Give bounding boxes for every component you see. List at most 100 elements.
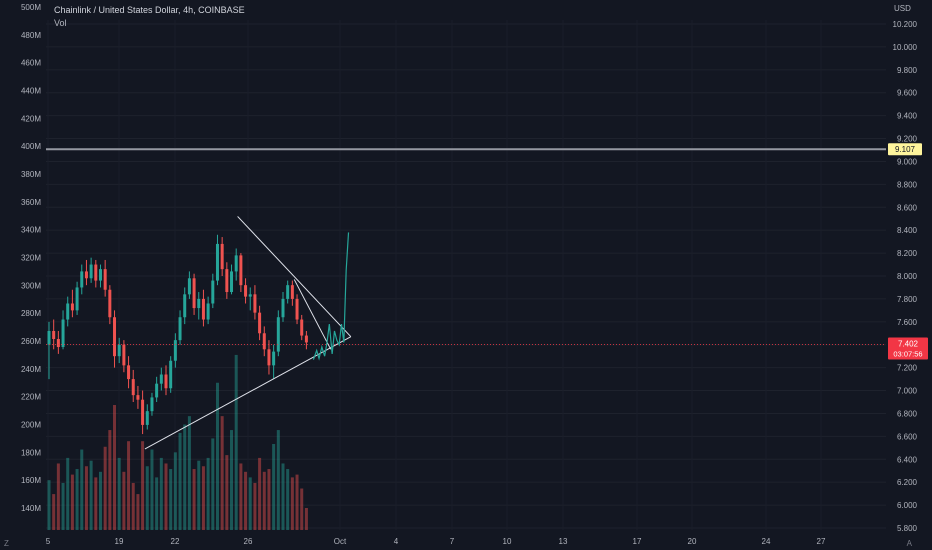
time-axis: 5 19 22 26 Oct 4 7 10 13 17 20 24 27 — [46, 537, 826, 546]
time-tick-label: 17 — [633, 537, 642, 546]
candle — [108, 285, 112, 325]
candle — [155, 376, 159, 402]
candle-body — [178, 317, 182, 341]
volume-bar — [173, 452, 177, 530]
grid — [46, 20, 886, 530]
volume-bar — [267, 469, 271, 530]
price-tick-label: 8.800 — [897, 180, 918, 189]
candle — [117, 337, 121, 364]
volume-bar — [276, 430, 280, 530]
candle-body — [113, 317, 117, 357]
candle — [136, 385, 140, 409]
price-tick-label: 7.200 — [897, 364, 918, 373]
volume-bar — [304, 508, 308, 530]
volume-tick-label: 300M — [21, 281, 41, 290]
auto-scale-toggle[interactable]: A — [906, 539, 912, 548]
volume-bar — [286, 469, 290, 530]
price-tick-label: 9.400 — [897, 112, 918, 121]
volume-bar — [136, 494, 140, 530]
price-tick-label: 6.800 — [897, 409, 918, 418]
candle-body — [230, 271, 234, 293]
candle-body — [61, 319, 65, 348]
volume-bar — [178, 432, 182, 530]
candle — [206, 296, 210, 325]
candle-body — [211, 280, 215, 304]
candle — [127, 356, 131, 389]
candle — [169, 356, 173, 393]
volume-bar — [220, 416, 224, 530]
time-tick-label: Oct — [334, 537, 347, 546]
time-tick-label: 22 — [171, 537, 180, 546]
candle — [211, 273, 215, 309]
candle — [61, 310, 65, 350]
volume-bar — [281, 463, 285, 530]
volume-bar — [300, 488, 304, 530]
volume-tick-label: 440M — [21, 87, 41, 96]
candle — [145, 404, 149, 430]
volume-bar — [117, 457, 121, 530]
candle-body — [145, 411, 149, 425]
candle-body — [75, 287, 79, 311]
candle-body — [108, 289, 112, 318]
volume-indicator-label[interactable]: Vol — [54, 18, 67, 28]
price-tick-label: 10.200 — [893, 20, 918, 29]
time-tick-label: 27 — [817, 537, 826, 546]
candle-body — [84, 271, 88, 279]
volume-tick-label: 480M — [21, 31, 41, 40]
volume-bar — [187, 416, 191, 530]
candle-body — [89, 264, 93, 279]
chart-header: Chainlink / United States Dollar, 4h, CO… — [54, 4, 245, 30]
candle — [234, 248, 238, 281]
volume-tick-label: 200M — [21, 421, 41, 430]
volume-bar — [113, 405, 117, 530]
volume-tick-label: 500M — [21, 3, 41, 12]
volume-bar — [145, 466, 149, 530]
candle — [187, 271, 191, 299]
volume-bar — [239, 463, 243, 530]
candle — [230, 264, 234, 295]
candle — [141, 390, 145, 435]
price-tick-label: 8.600 — [897, 203, 918, 212]
candle — [131, 369, 135, 402]
volume-bar — [164, 463, 168, 530]
candle — [113, 310, 117, 368]
candle — [290, 280, 294, 306]
volume-bar — [262, 471, 266, 530]
candle — [178, 310, 182, 345]
candle — [220, 237, 224, 276]
candles — [47, 234, 308, 435]
candle-body — [262, 333, 266, 350]
candle — [173, 333, 177, 368]
candle — [183, 287, 187, 325]
candle — [94, 259, 98, 288]
volume-bar — [127, 441, 131, 530]
candle-body — [244, 285, 248, 297]
volume-bar — [131, 482, 135, 530]
volume-bar — [150, 449, 154, 530]
candle — [98, 264, 102, 288]
volume-bar — [272, 443, 276, 530]
candle-body — [215, 243, 219, 281]
volume-tick-label: 360M — [21, 198, 41, 207]
price-tick-label: 7.600 — [897, 318, 918, 327]
time-tick-label: 26 — [244, 537, 253, 546]
candle-body — [155, 383, 159, 398]
volume-tick-label: 140M — [21, 504, 41, 513]
candle — [300, 314, 304, 341]
price-tick-label: 8.200 — [897, 249, 918, 258]
candle-body — [192, 278, 196, 309]
candle-body — [206, 303, 210, 320]
volume-bar — [47, 480, 51, 530]
candle — [262, 326, 266, 357]
timezone-toggle[interactable]: Z — [4, 539, 9, 548]
candle-body — [127, 365, 131, 380]
symbol-title[interactable]: Chainlink / United States Dollar, 4h, CO… — [54, 5, 245, 15]
candle-body — [248, 294, 252, 297]
candle — [248, 287, 252, 311]
candle-body — [103, 269, 107, 290]
candle — [159, 367, 163, 391]
volume-axis: 500M 480M 460M 440M 420M 400M 380M 360M 340M 320M… — [21, 3, 41, 513]
